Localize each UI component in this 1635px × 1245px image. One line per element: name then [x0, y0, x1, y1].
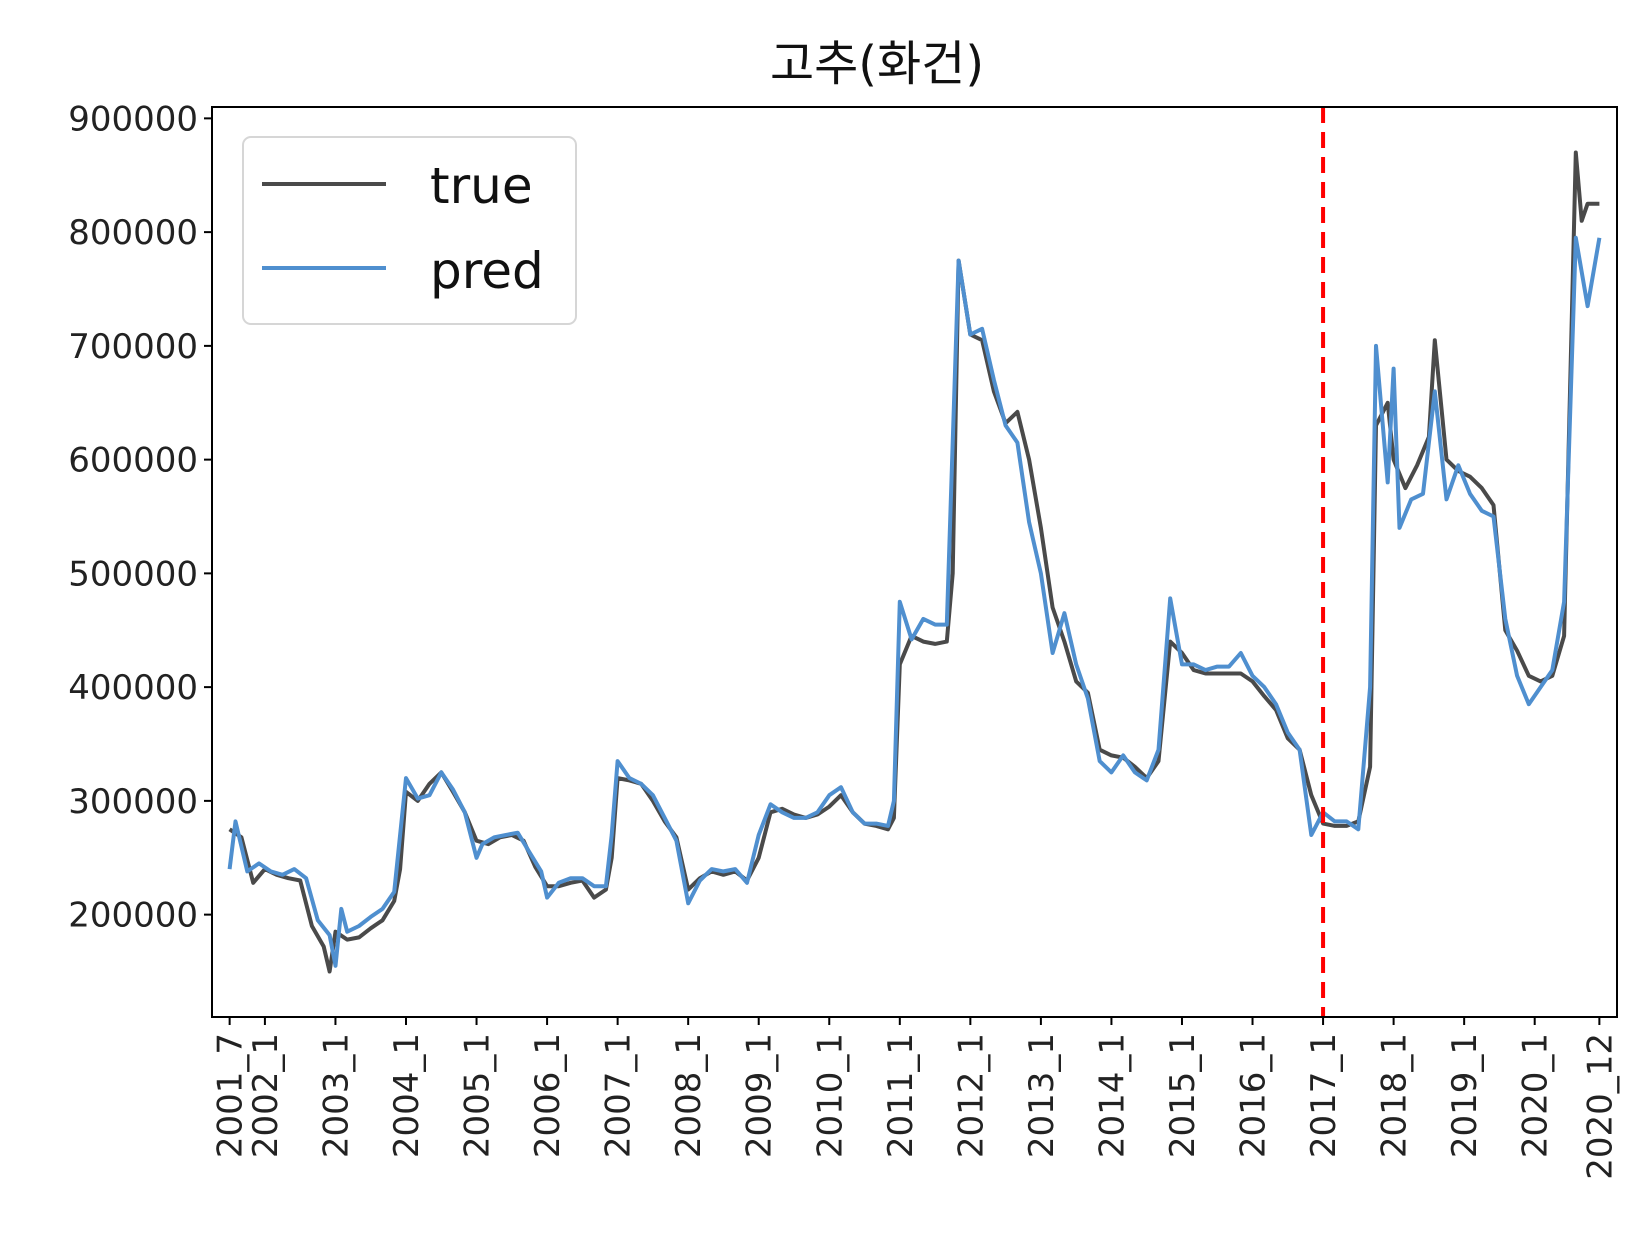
x-tick-label: 2003_1	[316, 1033, 356, 1158]
x-tick-label: 2011_1	[881, 1033, 921, 1158]
x-tick-label: 2016_1	[1234, 1033, 1274, 1158]
legend: true pred	[242, 136, 577, 325]
y-tick-label: 600000	[68, 441, 198, 481]
x-tick-label: 2004_1	[387, 1033, 427, 1158]
y-tick-label: 800000	[68, 213, 198, 253]
y-tick-label: 900000	[68, 99, 198, 139]
legend-label-pred: pred	[430, 242, 544, 300]
x-tick-label: 2018_1	[1375, 1033, 1415, 1158]
x-tick-label: 2020_12	[1580, 1033, 1620, 1180]
x-tick-label: 2014_1	[1092, 1033, 1132, 1158]
y-axis: 200000 300000 400000 500000 600000 700000 8000…	[68, 99, 212, 936]
x-tick-label: 2009_1	[740, 1033, 780, 1158]
x-tick-label: 2019_1	[1445, 1033, 1485, 1158]
x-tick-label: 2015_1	[1163, 1033, 1203, 1158]
chart-title: 고추(화건)	[770, 36, 984, 92]
x-tick-label: 2012_1	[951, 1033, 991, 1158]
plot-area	[227, 107, 1602, 1017]
x-tick-label: 2007_1	[599, 1033, 639, 1158]
x-tick-label: 2017_1	[1304, 1033, 1344, 1158]
x-tick-label: 2001_7	[211, 1033, 251, 1158]
y-tick-label: 400000	[68, 668, 198, 708]
x-tick-label: 2008_1	[669, 1033, 709, 1158]
x-tick-label: 2002_1	[246, 1033, 286, 1158]
series-line-pred	[227, 235, 1602, 968]
x-tick-label: 2013_1	[1022, 1033, 1062, 1158]
y-tick-label: 700000	[68, 327, 198, 367]
legend-label-true: true	[430, 157, 533, 215]
x-tick-label: 2020_1	[1516, 1033, 1556, 1158]
x-tick-label: 2010_1	[810, 1033, 850, 1158]
y-tick-label: 200000	[68, 896, 198, 936]
x-tick-label: 2005_1	[458, 1033, 498, 1158]
y-tick-label: 300000	[68, 782, 198, 822]
x-tick-label: 2006_1	[528, 1033, 568, 1158]
y-tick-label: 500000	[68, 554, 198, 594]
axes-frame	[211, 106, 1618, 1018]
